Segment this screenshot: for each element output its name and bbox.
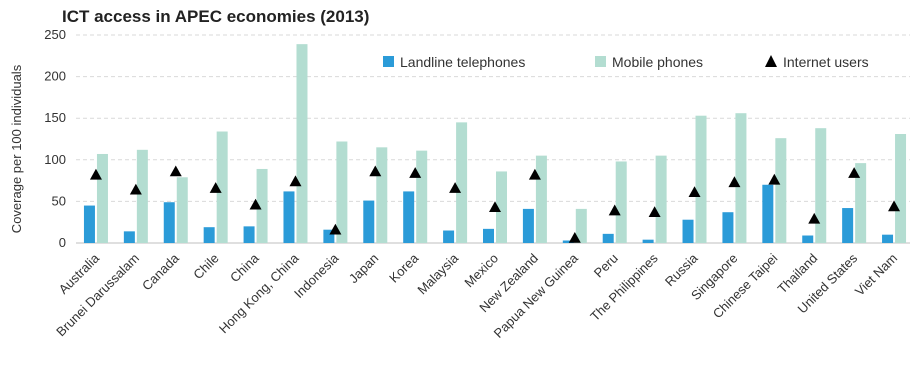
marker-internet <box>129 183 142 195</box>
marker-internet <box>768 173 781 185</box>
bar-mobile <box>496 171 507 243</box>
x-tick-label: Malaysia <box>414 250 461 297</box>
bar-mobile <box>256 168 268 243</box>
bar-mobile <box>136 149 148 243</box>
bar-landline <box>562 240 574 243</box>
y-tick-label: 50 <box>52 193 66 208</box>
y-tick-label: 0 <box>59 235 66 250</box>
marker-internet <box>289 175 302 187</box>
x-tick-label: Russia <box>662 250 701 289</box>
bar-mobile <box>416 150 428 243</box>
legend-label: Internet users <box>783 54 869 70</box>
y-tick-label: 100 <box>44 152 66 167</box>
bar-mobile <box>775 138 787 243</box>
x-tick-label: Japan <box>346 251 382 287</box>
bar-landline <box>443 230 455 243</box>
legend-label: Landline telephones <box>400 54 525 70</box>
marker-internet <box>848 167 861 178</box>
bar-mobile <box>535 155 547 243</box>
marker-internet <box>489 201 501 213</box>
legend-swatch <box>383 56 394 67</box>
marker-internet <box>728 176 741 188</box>
marker-internet <box>528 168 541 180</box>
bar-landline <box>762 184 774 243</box>
x-tick-label: Canada <box>139 250 182 293</box>
chart-title: ICT access in APEC economies (2013) <box>62 7 369 26</box>
bar-landline <box>722 212 734 243</box>
marker-internet <box>169 165 182 177</box>
legend-swatch <box>765 55 777 67</box>
bar-mobile <box>895 134 907 243</box>
marker-internet <box>329 223 342 235</box>
bar-mobile <box>655 155 667 243</box>
marker-internet <box>608 204 621 216</box>
bar-mobile <box>815 128 827 243</box>
bar-landline <box>123 231 135 243</box>
x-tick-label: Indonesia <box>291 250 342 301</box>
marker-internet <box>209 182 222 193</box>
legend-label: Mobile phones <box>612 54 703 70</box>
markers <box>89 165 901 243</box>
bar-landline <box>243 226 255 243</box>
marker-internet <box>808 212 821 224</box>
x-tick-label: Viet Nam <box>852 251 900 299</box>
bar-landline <box>842 208 854 243</box>
bar-landline <box>403 191 415 243</box>
bar-landline <box>682 219 694 243</box>
legend-swatch <box>595 56 606 67</box>
bar-landline <box>483 228 494 243</box>
y-tick-label: 250 <box>44 27 66 42</box>
x-tick-label: Korea <box>386 250 422 286</box>
marker-internet <box>688 186 701 198</box>
bars <box>83 44 907 243</box>
bar-mobile <box>695 115 707 243</box>
bar-mobile <box>575 208 587 243</box>
bar-landline <box>882 234 894 243</box>
bar-mobile <box>216 131 228 243</box>
bar-mobile <box>176 177 188 243</box>
bar-landline <box>283 191 295 243</box>
bar-mobile <box>96 153 108 243</box>
bar-mobile <box>735 113 747 243</box>
y-axis-label: Coverage per 100 individuals <box>9 64 24 233</box>
bar-landline <box>83 205 95 243</box>
x-tick-label: Peru <box>591 251 621 281</box>
bar-mobile <box>615 161 627 243</box>
bar-mobile <box>376 147 388 243</box>
marker-internet <box>249 198 262 210</box>
bar-landline <box>363 200 375 243</box>
marker-internet <box>888 200 901 212</box>
bar-landline <box>163 202 175 243</box>
bar-mobile <box>336 141 348 243</box>
bar-landline <box>642 239 654 243</box>
marker-internet <box>409 167 422 178</box>
legend: Landline telephones Mobile phones Internet… <box>383 54 869 70</box>
bar-landline <box>323 229 335 243</box>
marker-internet <box>648 206 661 218</box>
bar-landline <box>522 208 534 243</box>
marker-internet <box>89 168 102 180</box>
y-tick-label: 200 <box>44 69 66 84</box>
marker-internet <box>449 182 462 193</box>
x-tick-label: China <box>227 250 262 285</box>
x-tick-label: Chile <box>190 251 222 283</box>
bar-landline <box>203 227 215 243</box>
bar-landline <box>602 233 614 243</box>
x-tick-label: Mexico <box>461 251 501 291</box>
y-tick-label: 150 <box>44 110 66 125</box>
marker-internet <box>568 232 581 243</box>
bar-mobile <box>855 163 867 243</box>
bar-mobile <box>456 122 468 243</box>
bar-landline <box>802 235 814 243</box>
y-axis-ticks: 0 50 100 150 200 250 <box>44 27 66 250</box>
marker-internet <box>369 165 382 177</box>
bar-mobile <box>296 44 308 243</box>
